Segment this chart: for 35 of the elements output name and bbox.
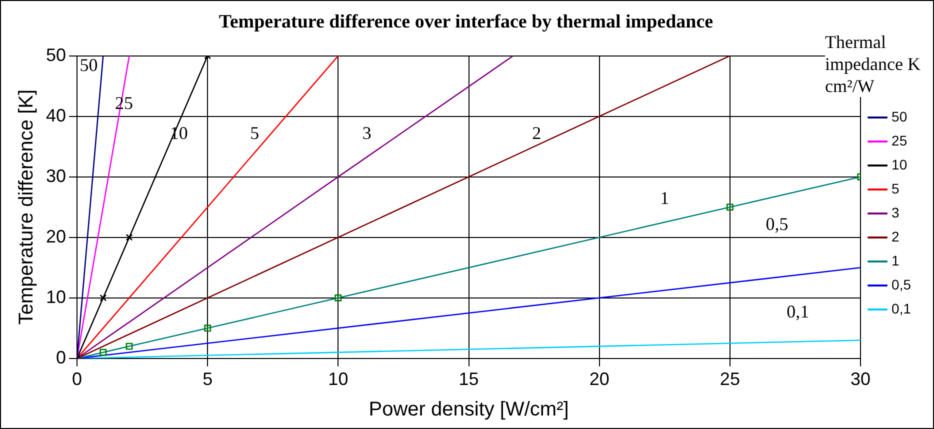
text: 0,1 [786,302,810,322]
legend-label: 1 [892,252,900,268]
text: 5 [250,123,260,144]
legend-label: 0,5 [892,276,912,292]
legend-label: 50 [892,108,908,124]
chart-title: Temperature difference over interface by thermal impedance [218,11,714,32]
y-tick-label: 50 [46,44,66,65]
point [100,294,107,302]
y-tick-label: 20 [46,226,66,246]
legend-label: 25 [892,132,908,148]
legend-title: Thermal impedance K cm²/W [825,31,931,97]
x-tick-label: 15 [458,369,479,390]
y-tick-label: 40 [46,105,66,126]
y-axis-title: Temperature difference [K] [16,89,38,325]
text: 2 [532,123,542,144]
legend-label: 10 [892,156,908,172]
x-tick-label: 5 [202,369,213,390]
legend-label: 0,1 [892,300,912,316]
x-tick-label: 20 [589,369,610,390]
y-tick-label: 10 [46,286,66,307]
x-tick-label: 10 [328,369,348,390]
y-tick-label: 0 [56,347,66,368]
text: 1 [660,188,670,208]
x-tick-label: 0 [72,369,82,390]
x-tick-label: 30 [850,369,871,390]
text: 50 [80,54,98,75]
legend-label: 3 [892,204,900,220]
legend-label: 5 [892,180,900,196]
text: 3 [362,123,372,144]
x-tick-label: 25 [720,369,740,390]
legend-label: 2 [892,228,900,244]
text: 0,5 [766,214,788,234]
y-tick-label: 30 [46,166,66,186]
point [126,234,133,241]
x-axis-title: Power density [W/cm²] [368,398,569,421]
